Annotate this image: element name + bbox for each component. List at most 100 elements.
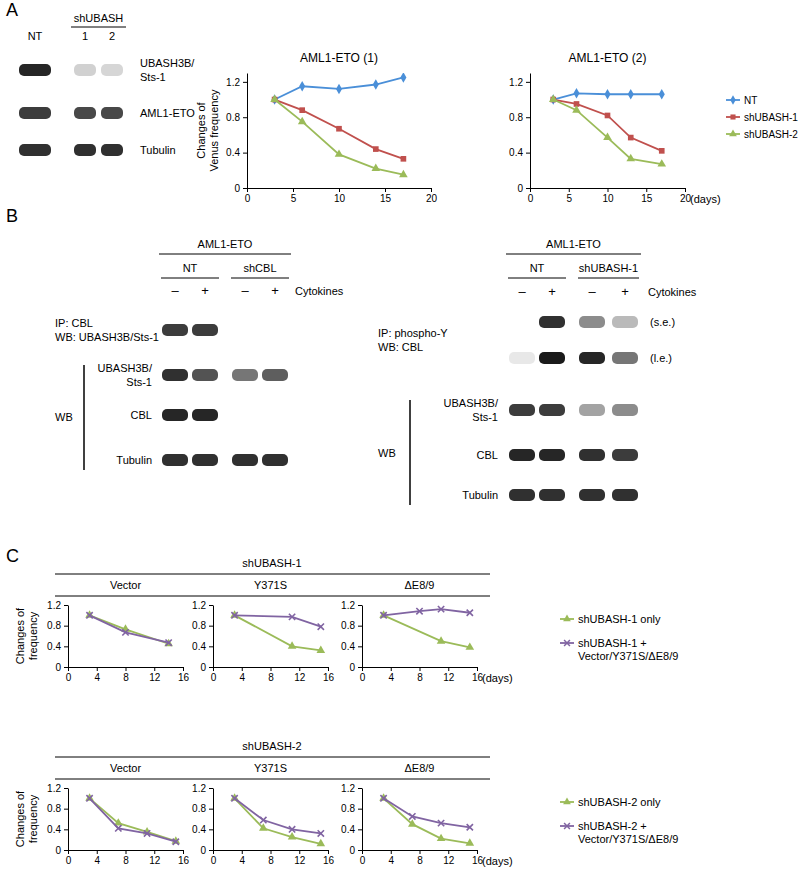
label-line: UBASH3B/ — [140, 57, 195, 69]
tick-mark — [271, 850, 272, 854]
group-title: shUBASH-2 — [242, 740, 301, 752]
tick: 8 — [123, 667, 129, 683]
tick-mark — [126, 850, 127, 854]
tick-mark — [385, 188, 386, 192]
tick-mark — [569, 188, 570, 192]
marker — [288, 832, 297, 839]
series-line — [553, 100, 662, 165]
tick: 0.8 — [192, 620, 213, 631]
tick-label: 0.8 — [47, 620, 61, 631]
tick: 1.2 — [509, 77, 530, 88]
tick-label: 12 — [149, 672, 161, 683]
tick-mark — [64, 850, 68, 851]
rule — [231, 278, 289, 279]
tick: 8 — [417, 850, 423, 866]
tick-mark — [358, 605, 362, 606]
tick-label: 12 — [294, 855, 306, 866]
tick: 1.2 — [47, 783, 68, 794]
marker — [401, 156, 407, 162]
tick-label: 0 — [55, 845, 61, 856]
band — [579, 449, 605, 461]
band — [612, 404, 638, 416]
marker — [603, 133, 612, 140]
marker — [573, 88, 579, 99]
tick-mark — [477, 667, 478, 671]
series-line — [90, 798, 176, 841]
label-line: Sts-1 — [472, 411, 498, 423]
tick-mark — [247, 188, 248, 192]
marker — [259, 823, 268, 830]
tick-label: 0 — [245, 193, 251, 204]
label-line: Venus frequency — [208, 89, 220, 171]
tick-label: 0 — [55, 662, 61, 673]
marker — [467, 824, 473, 830]
tick-mark — [64, 605, 68, 606]
tick: 8 — [268, 667, 274, 683]
panel-label: B — [6, 206, 18, 226]
y-axis-title: Changes offrequency — [14, 607, 39, 664]
legend-entry: shUBASH-1 +Vector/Y371S/ΔE8/9 — [578, 637, 678, 662]
marker — [260, 817, 266, 823]
series-line — [235, 798, 321, 843]
x-axis-title: (days) — [482, 672, 513, 684]
marker — [165, 640, 171, 646]
legend-entry: shUBASH-1 only — [578, 613, 661, 625]
legend-marker — [564, 823, 570, 829]
tick: 0 — [55, 662, 68, 673]
marker — [380, 795, 386, 801]
tick-mark — [213, 667, 214, 671]
tick-label: 4 — [239, 672, 245, 683]
tick-mark — [420, 850, 421, 854]
tick-label: 0 — [200, 662, 206, 673]
tick: 1.2 — [341, 600, 362, 611]
marker — [467, 610, 473, 616]
marker — [438, 606, 444, 612]
tick-label: 0.4 — [341, 641, 355, 652]
tick: 10 — [602, 188, 614, 204]
marker — [659, 148, 665, 154]
blot: AML1-ETONTshUBASH-1–+–+Cytokines(s.e.)(l… — [378, 238, 697, 505]
series-line — [90, 615, 169, 643]
lane-label: 1 — [82, 30, 88, 42]
marker — [604, 89, 610, 100]
tick: 4 — [239, 667, 245, 683]
tick-label: 4 — [94, 855, 100, 866]
legend: NTshUBASH-1shUBASH-2 — [726, 95, 798, 140]
marker — [572, 105, 581, 112]
chart-title: Vector — [110, 762, 142, 774]
tick: 5 — [566, 188, 572, 204]
tick-label: 4 — [388, 672, 394, 683]
plot-area — [549, 88, 666, 167]
band — [509, 449, 535, 461]
tick: 0 — [211, 667, 217, 683]
x-axis-title: (days) — [482, 855, 513, 867]
group-title: shUBASH-1 — [242, 557, 301, 569]
tick-mark — [242, 850, 243, 854]
tick-label: 1.2 — [341, 600, 355, 611]
group-header: shUBASH-1 — [55, 557, 490, 596]
marker — [400, 73, 406, 83]
tick-mark — [209, 829, 213, 830]
tick-label: 0 — [66, 855, 72, 866]
band — [74, 64, 96, 76]
tick-mark — [271, 667, 272, 671]
tick-label: 1.2 — [509, 77, 523, 88]
chart: 0510152000.40.81.2AML1-ETO (1)Changes of… — [195, 51, 437, 204]
tick: 20 — [426, 188, 438, 204]
marker — [605, 113, 611, 119]
axis-line — [530, 74, 531, 189]
row-label: Tubulin — [140, 144, 176, 156]
tick-mark — [64, 667, 68, 668]
plot-area — [270, 73, 407, 177]
marker — [317, 839, 326, 846]
tick-mark — [391, 850, 392, 854]
tick: 1.2 — [47, 600, 68, 611]
tick-label: 12 — [443, 672, 455, 683]
tick-label: 0 — [349, 662, 355, 673]
series-line — [235, 615, 321, 626]
label-line: Changes of — [14, 790, 26, 847]
rule — [506, 254, 641, 255]
plot-area — [379, 606, 474, 650]
tick-label: 0.8 — [341, 620, 355, 631]
tick: 0.8 — [47, 620, 68, 631]
